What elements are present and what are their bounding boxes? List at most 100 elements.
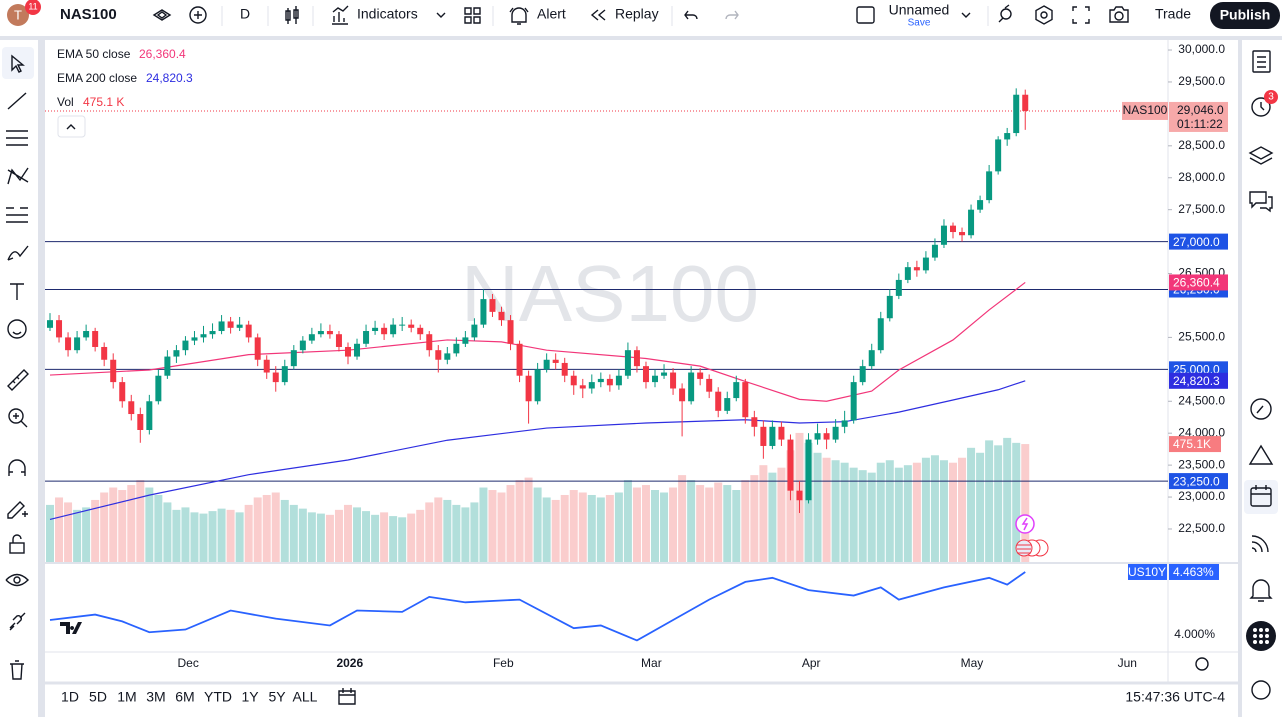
alerts[interactable] xyxy=(1251,97,1271,117)
help[interactable] xyxy=(1251,680,1271,700)
avatar[interactable] xyxy=(7,4,29,26)
vol-label: Vol xyxy=(57,95,74,109)
candle-body xyxy=(652,375,659,383)
redo[interactable] xyxy=(725,10,739,20)
ema-line xyxy=(49,380,1026,520)
stay-drawing[interactable] xyxy=(7,501,28,519)
layout-box[interactable] xyxy=(856,6,875,24)
range-button[interactable]: 5D xyxy=(89,689,107,705)
range-button[interactable]: 1M xyxy=(117,689,136,705)
forecast-tool[interactable] xyxy=(6,207,28,223)
volume-bar xyxy=(452,504,461,562)
y-tick-label: 27,500.0 xyxy=(1178,202,1225,216)
replay[interactable]: Replay xyxy=(615,6,659,22)
indicators[interactable]: Indicators xyxy=(357,6,418,22)
compare-button[interactable] xyxy=(189,6,207,24)
clock[interactable]: 15:47:36 UTC-4 xyxy=(1125,689,1225,705)
range-button[interactable]: 5Y xyxy=(268,689,286,705)
candle-body xyxy=(155,375,162,402)
price-line-label-bg xyxy=(1169,473,1228,490)
range-button[interactable]: 1Y xyxy=(241,689,259,705)
lock-tool[interactable] xyxy=(9,542,25,554)
volume-bar xyxy=(488,490,497,562)
candle-body xyxy=(408,324,415,328)
visibility-tool[interactable] xyxy=(5,573,29,587)
toolbar-divider xyxy=(0,36,1282,40)
settings[interactable] xyxy=(1035,5,1053,25)
fullscreen[interactable] xyxy=(1072,6,1090,24)
symbol-icon[interactable] xyxy=(152,9,172,21)
chats[interactable] xyxy=(1249,191,1273,213)
snapshot[interactable] xyxy=(1109,6,1129,23)
volume-bar xyxy=(714,482,723,562)
link-tool[interactable] xyxy=(9,612,26,631)
volume-bar xyxy=(154,494,163,562)
pattern-tool[interactable] xyxy=(7,167,29,185)
ideas[interactable] xyxy=(1250,398,1272,420)
text-tool[interactable] xyxy=(10,283,24,300)
publish[interactable]: Publish xyxy=(1220,7,1271,23)
volume-bar xyxy=(208,511,217,562)
candle-body xyxy=(570,375,577,386)
candle-body xyxy=(606,378,613,386)
chevron[interactable] xyxy=(961,12,971,18)
chevron[interactable] xyxy=(436,12,446,18)
alert-icon[interactable] xyxy=(509,7,529,25)
candle-body xyxy=(543,359,550,370)
x-tick-label: May xyxy=(961,656,984,670)
candle-body xyxy=(877,318,884,351)
range-button[interactable]: YTD xyxy=(204,689,232,705)
fib-tool[interactable] xyxy=(6,130,28,146)
volume-bar xyxy=(750,475,759,562)
save[interactable]: Save xyxy=(908,18,931,29)
event-icon[interactable] xyxy=(1015,539,1033,557)
cursor-tool[interactable] xyxy=(11,54,25,73)
alert[interactable]: Alert xyxy=(537,6,566,22)
ruler-tool[interactable] xyxy=(7,369,29,391)
collapse-legend[interactable] xyxy=(57,115,86,138)
volume-bar xyxy=(651,490,660,562)
interval[interactable]: D xyxy=(240,6,250,22)
volume-bar xyxy=(669,487,678,562)
undo[interactable] xyxy=(684,10,698,20)
layout-name[interactable]: Unnamed xyxy=(889,2,950,18)
layouts-icon[interactable] xyxy=(464,7,481,24)
range-button[interactable]: 1D xyxy=(61,689,79,705)
volume-bar xyxy=(46,504,54,562)
volume-bar xyxy=(136,480,145,562)
emoji-tool[interactable] xyxy=(7,319,27,339)
replay-icon[interactable] xyxy=(590,9,606,21)
volume-bar xyxy=(822,457,831,562)
candle-body xyxy=(950,225,956,233)
date-range[interactable] xyxy=(338,688,356,705)
volume-bar xyxy=(596,497,605,562)
calendar[interactable] xyxy=(1250,487,1272,507)
range-button[interactable]: 6M xyxy=(175,689,194,705)
object-tree[interactable] xyxy=(1248,146,1274,165)
volume-bar xyxy=(497,492,506,562)
delete-tool[interactable] xyxy=(10,660,24,680)
publish-button[interactable] xyxy=(1210,2,1280,29)
last-price: 29,046.0 xyxy=(1177,103,1224,117)
brush-tool[interactable] xyxy=(7,245,29,261)
quick-search[interactable] xyxy=(998,4,1012,23)
range-button[interactable]: ALL xyxy=(293,689,318,705)
volume-bar xyxy=(271,492,280,562)
notifications[interactable] xyxy=(1249,579,1273,602)
symbol[interactable]: NAS100 xyxy=(60,6,117,23)
candle-body xyxy=(236,324,243,328)
trend-line-tool[interactable] xyxy=(7,92,27,110)
indicators-icon[interactable] xyxy=(332,5,349,25)
symbol-tag: NAS100 xyxy=(1123,103,1168,117)
magnet-tool[interactable] xyxy=(8,459,26,476)
candle-body xyxy=(868,350,875,367)
trade[interactable]: Trade xyxy=(1155,6,1191,22)
range-button[interactable]: 3M xyxy=(146,689,165,705)
zoom-tool[interactable] xyxy=(8,408,24,424)
chart-type[interactable] xyxy=(285,6,299,24)
news[interactable] xyxy=(1251,535,1269,553)
volume-bar xyxy=(660,492,669,562)
time-axis-settings[interactable] xyxy=(1195,657,1209,671)
hotlists[interactable] xyxy=(1248,444,1274,465)
watchlist[interactable] xyxy=(1252,50,1271,73)
